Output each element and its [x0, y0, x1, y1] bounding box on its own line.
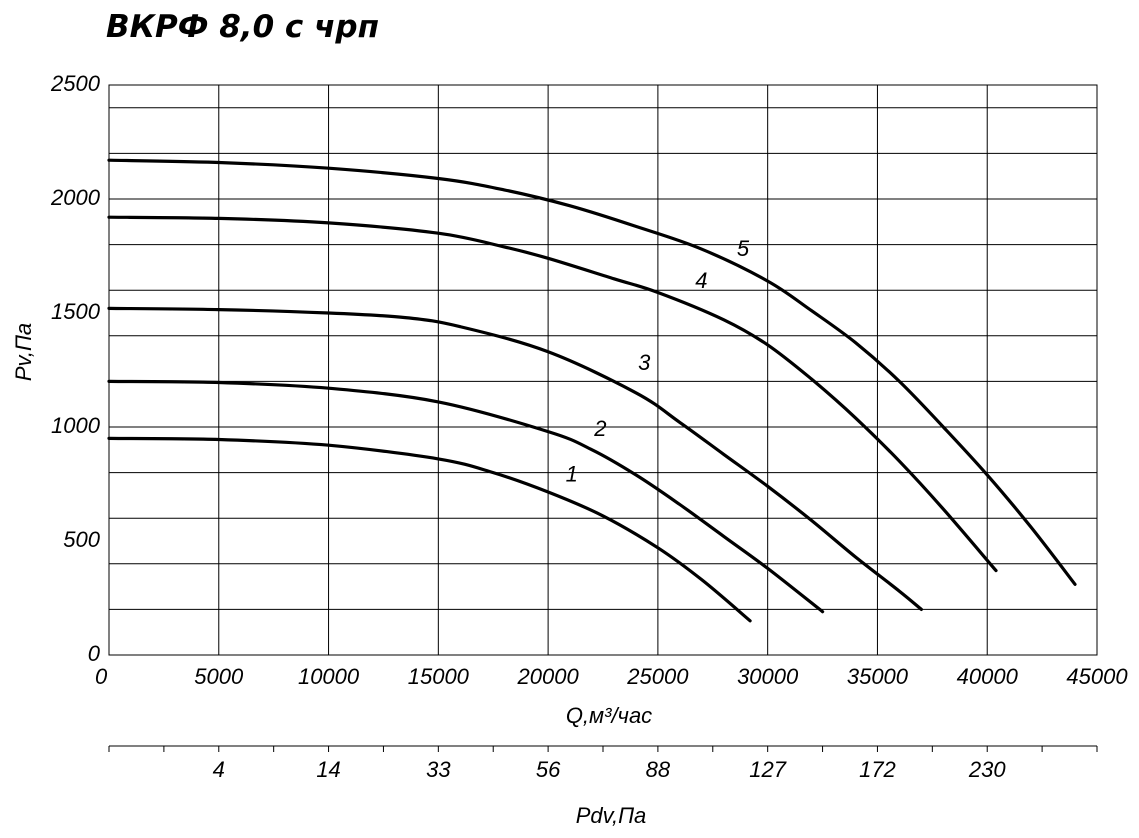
x-tick-label: 45000: [1066, 664, 1128, 689]
x-axis-ticks: 0 5000 10000 15000 20000 25000 30000 35000 40000…: [95, 664, 1128, 689]
x-tick-label: 40000: [957, 664, 1019, 689]
secondary-tick-label: 230: [968, 757, 1006, 782]
x-tick-label: 0: [95, 664, 108, 689]
plot-grid: [108, 84, 1098, 656]
y-axis-label: Pv,Па: [11, 323, 36, 381]
y-tick-label: 2000: [50, 185, 101, 210]
curve-line-4: [107, 215, 998, 573]
x-axis-label: Q,м³/час: [566, 703, 652, 728]
secondary-tick-label: 4: [213, 757, 225, 782]
x-tick-label: 35000: [847, 664, 909, 689]
secondary-tick-label: 172: [859, 757, 896, 782]
secondary-axis: 4 14 33 56 88 127 172 230: [108, 745, 1098, 782]
y-tick-label: 500: [63, 527, 100, 552]
performance-curves: 12 3 4 5: [107, 158, 1077, 623]
curve-line-2: [107, 379, 825, 614]
y-axis-ticks: 0 500 1000 1500 2000 2500: [50, 71, 101, 666]
y-tick-label: 1500: [51, 299, 101, 324]
curve-line-1: [107, 436, 752, 623]
x-tick-label: 15000: [408, 664, 470, 689]
curve-label-4: 4: [695, 268, 707, 293]
x-tick-label: 10000: [298, 664, 360, 689]
secondary-tick-label: 88: [646, 757, 671, 782]
curve-label-1: 1: [566, 462, 578, 487]
y-tick-label: 1000: [51, 413, 101, 438]
x-tick-label: 25000: [626, 664, 689, 689]
x-tick-label: 30000: [737, 664, 799, 689]
curve-label-3: 3: [638, 350, 651, 375]
x-tick-label: 20000: [517, 664, 580, 689]
curve-label-5: 5: [737, 236, 750, 261]
secondary-tick-label: 33: [426, 757, 451, 782]
curve-line-3: [107, 306, 923, 611]
secondary-axis-label: Pdv,Па: [576, 803, 647, 828]
curve-line-5: [107, 158, 1077, 586]
plot-frame: [108, 84, 1098, 656]
secondary-tick-label: 14: [316, 757, 340, 782]
y-tick-label: 2500: [50, 71, 101, 96]
secondary-tick-label: 56: [536, 757, 561, 782]
secondary-tick-label: 127: [749, 757, 786, 782]
y-tick-label: 0: [88, 641, 101, 666]
curve-label-2: 2: [593, 416, 606, 441]
chart-title: ВКРФ 8,0 с чрп: [106, 9, 379, 45]
x-tick-label: 5000: [194, 664, 244, 689]
